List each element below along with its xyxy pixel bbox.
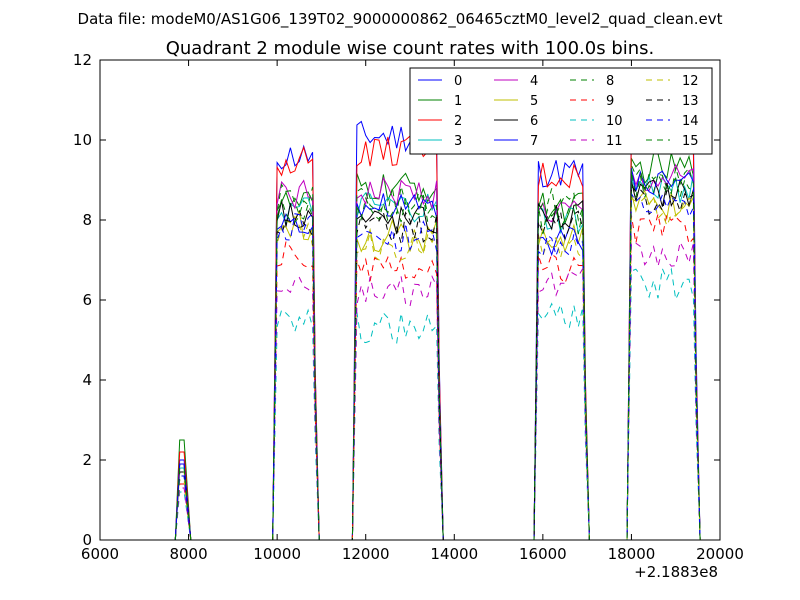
legend-label-4: 4: [530, 74, 538, 89]
series-10-line: [174, 266, 701, 541]
y-tick-label: 0: [82, 531, 92, 549]
x-tick-label: 20000: [696, 545, 744, 563]
legend-label-7: 7: [530, 134, 538, 149]
series-9-line: [174, 213, 701, 541]
series-15-line: [174, 165, 701, 541]
series-4-line: [174, 163, 701, 541]
plot-lines: [174, 118, 701, 541]
x-tick-label: 12000: [342, 545, 390, 563]
y-tick-label: 4: [82, 371, 92, 389]
series-8-line: [174, 171, 701, 541]
legend-label-8: 8: [606, 74, 614, 89]
legend-label-9: 9: [606, 94, 614, 109]
series-14-line: [174, 191, 701, 541]
legend-label-6: 6: [530, 114, 538, 129]
x-tick-label: 16000: [519, 545, 567, 563]
legend-label-13: 13: [682, 94, 699, 109]
x-tick-label: 8000: [169, 545, 207, 563]
legend-label-5: 5: [530, 94, 538, 109]
legend-label-1: 1: [454, 94, 462, 109]
x-tick-label: 10000: [253, 545, 301, 563]
y-tick-label: 10: [73, 131, 92, 149]
axis-ticks: 6000 8000 10000 12000 14000 16000 18000 20000 0 2…: [73, 51, 744, 563]
legend-label-11: 11: [606, 134, 623, 149]
y-tick-label: 12: [73, 51, 92, 69]
legend-label-2: 2: [454, 114, 462, 129]
y-tick-label: 6: [82, 291, 92, 309]
x-tick-label: 18000: [608, 545, 656, 563]
series-11-line: [174, 240, 701, 541]
y-tick-label: 8: [82, 211, 92, 229]
legend-label-12: 12: [682, 74, 699, 89]
x-tick-label: 6000: [81, 545, 119, 563]
legend-label-3: 3: [454, 134, 462, 149]
x-offset-label: +2.1883e8: [634, 563, 718, 581]
legend-label-14: 14: [682, 114, 699, 129]
chart-suptitle: Data file: modeM0/AS1G06_139T02_90000008…: [78, 10, 723, 29]
x-tick-label: 14000: [430, 545, 478, 563]
y-tick-label: 2: [82, 451, 92, 469]
legend-label-10: 10: [606, 114, 623, 129]
series-13-line: [174, 184, 701, 541]
chart-title: Quadrant 2 module wise count rates with …: [166, 38, 655, 59]
legend-label-15: 15: [682, 134, 699, 149]
legend-label-0: 0: [454, 74, 462, 89]
